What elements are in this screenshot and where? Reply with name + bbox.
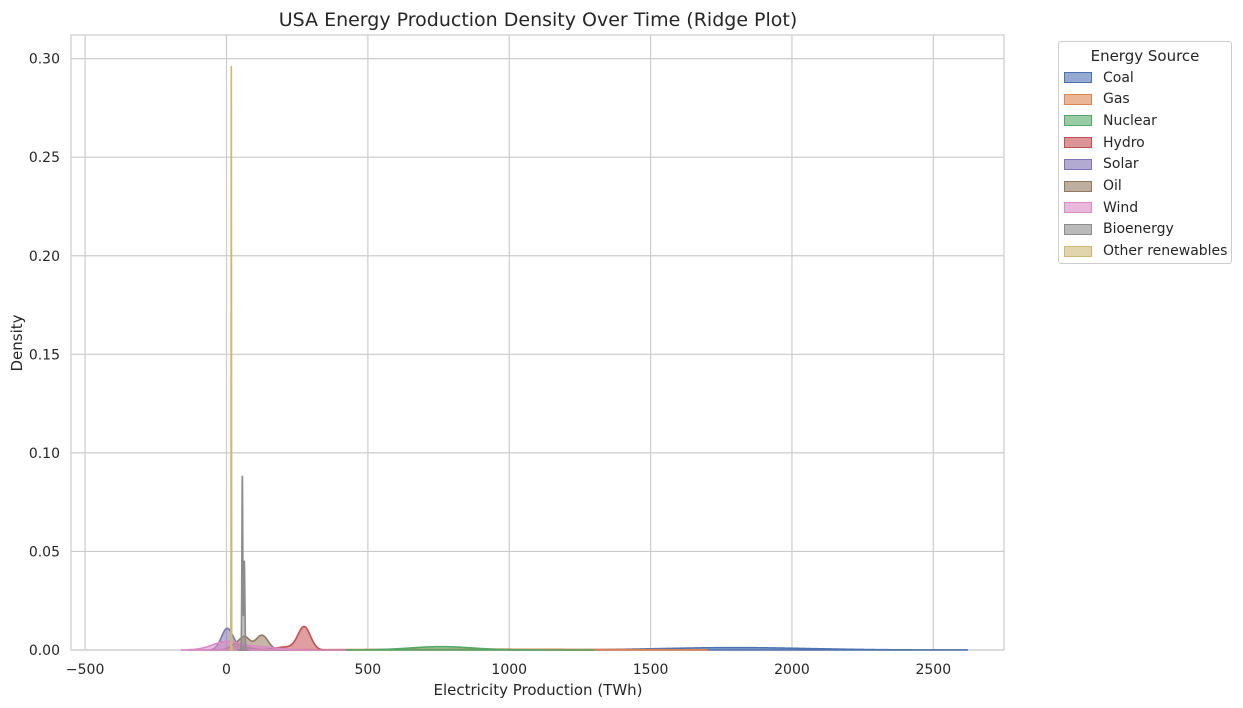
- x-tick-label: 500: [354, 662, 381, 678]
- legend-label: Solar: [1103, 156, 1139, 173]
- density-area-bioenergy: [237, 475, 249, 651]
- grid: [71, 35, 1004, 651]
- density-areas: [180, 65, 969, 651]
- legend-item: Wind: [1064, 197, 1138, 218]
- legend-label: Gas: [1103, 91, 1130, 108]
- legend-label: Other renewables: [1103, 243, 1228, 260]
- legend-swatch: [1064, 180, 1092, 192]
- chart-title: USA Energy Production Density Over Time …: [279, 9, 798, 31]
- legend-label: Coal: [1103, 69, 1134, 86]
- legend-label: Hydro: [1103, 134, 1145, 151]
- legend-item: Nuclear: [1064, 110, 1157, 131]
- legend-label: Nuclear: [1103, 112, 1157, 129]
- y-tick-label: 0.15: [29, 347, 60, 363]
- legend-swatch: [1064, 158, 1092, 170]
- y-tick-label: 0.30: [29, 52, 60, 68]
- legend-item: Bioenergy: [1064, 219, 1174, 240]
- legend-label: Oil: [1103, 178, 1122, 194]
- legend-label: Bioenergy: [1103, 221, 1174, 238]
- x-tick-label: 0: [222, 662, 231, 678]
- y-tick-label: 0.00: [29, 643, 60, 659]
- x-tick-label: 1500: [633, 662, 669, 678]
- legend-item: Solar: [1064, 154, 1139, 175]
- density-area-wind: [180, 640, 347, 651]
- x-tick-label: 1000: [491, 662, 527, 678]
- legend-label: Wind: [1103, 199, 1139, 216]
- legend-item: Gas: [1064, 89, 1130, 110]
- y-tick-label: 0.25: [29, 150, 60, 166]
- density-area-nuclear: [310, 645, 595, 651]
- legend-item: Other renewables: [1064, 241, 1227, 262]
- plot-area: [70, 34, 1005, 651]
- x-tick-label: 2500: [915, 662, 951, 678]
- y-tick-label: 0.10: [29, 446, 60, 462]
- legend-swatch: [1064, 115, 1092, 127]
- legend-swatch: [1064, 202, 1092, 214]
- legend-item: Coal: [1064, 67, 1134, 88]
- x-tick-label: 2000: [774, 662, 810, 678]
- y-axis-label: Density: [8, 314, 26, 371]
- legend-item: Hydro: [1064, 132, 1145, 153]
- legend-item: Oil: [1064, 176, 1122, 197]
- y-tick-labels: 0.00 0.05 0.10 0.15 0.20 0.25 0.30: [29, 52, 60, 659]
- y-tick-label: 0.05: [29, 544, 60, 560]
- x-axis-label: Electricity Production (TWh): [433, 681, 642, 699]
- x-tick-label: −500: [66, 662, 104, 678]
- legend-swatch: [1064, 93, 1092, 105]
- legend-swatch: [1064, 137, 1092, 149]
- density-area-other-renewables: [229, 65, 234, 651]
- legend: Energy Source Coal Gas Nuclear Hydro Solar Oi…: [1058, 41, 1232, 264]
- x-tick-labels: −500 0 500 1000 1500 2000 2500: [66, 662, 951, 678]
- legend-swatch: [1064, 245, 1092, 257]
- legend-swatch: [1064, 72, 1092, 83]
- legend-title: Energy Source: [1090, 47, 1200, 65]
- y-tick-label: 0.20: [29, 249, 60, 265]
- legend-swatch: [1064, 223, 1092, 235]
